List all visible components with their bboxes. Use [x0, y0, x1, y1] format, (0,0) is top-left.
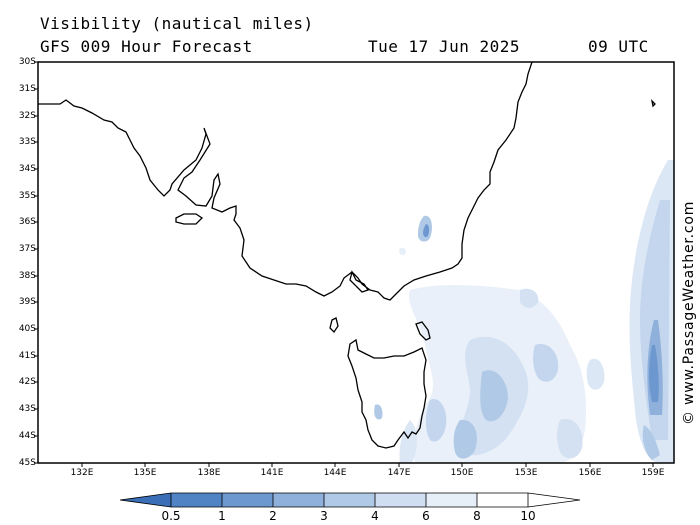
lon-label-150e: 150E: [450, 468, 474, 478]
lon-label-156e: 156E: [578, 468, 602, 478]
colorbar-segment-5: [375, 493, 426, 507]
lon-label-138e: 138E: [197, 468, 221, 478]
lat-label-44s: 44S: [18, 431, 36, 441]
lat-label-31s: 31S: [18, 84, 36, 94]
colorbar-segment-1: [171, 493, 222, 507]
lon-label-135e: 135E: [133, 468, 157, 478]
colorbar: [119, 492, 581, 508]
forecast-model: GFS 009 Hour Forecast: [40, 37, 253, 56]
forecast-date: Tue 17 Jun 2025: [368, 37, 520, 56]
lat-label-42s: 42S: [18, 377, 36, 387]
map-frame: [37, 61, 675, 464]
latitude-ticks: [34, 61, 38, 464]
forecast-time: 09 UTC: [588, 37, 649, 56]
lat-label-43s: 43S: [18, 404, 36, 414]
colorbar-segment-0: [120, 493, 171, 507]
colorbar-segment-3: [273, 493, 324, 507]
lon-label-147e: 147E: [387, 468, 411, 478]
lat-label-40s: 40S: [18, 324, 36, 334]
lat-label-41s: 41S: [18, 351, 36, 361]
lon-label-159e: 159E: [641, 468, 665, 478]
lat-label-45s: 45S: [18, 458, 36, 468]
coastline: [38, 62, 656, 449]
lat-label-30s: 30S: [18, 57, 36, 67]
lon-label-141e: 141E: [260, 468, 284, 478]
lon-label-132e: 132E: [70, 468, 94, 478]
lat-label-37s: 37S: [18, 244, 36, 254]
colorbar-segment-7: [477, 493, 528, 507]
colorbar-segment-8: [528, 493, 580, 507]
colorbar-label-6: 8: [473, 509, 481, 523]
colorbar-label-7: 10: [520, 509, 536, 523]
lat-label-32s: 32S: [18, 111, 36, 121]
lat-label-36s: 36S: [18, 217, 36, 227]
site-credit: © www.PassageWeather.com: [681, 200, 697, 425]
colorbar-label-1: 1: [218, 509, 226, 523]
colorbar-label-2: 2: [269, 509, 277, 523]
lat-label-35s: 35S: [18, 191, 36, 201]
colorbar-segment-2: [222, 493, 273, 507]
lon-label-144e: 144E: [323, 468, 347, 478]
visibility-shading: [374, 160, 674, 463]
colorbar-label-4: 4: [371, 509, 379, 523]
map-title: Visibility (nautical miles): [40, 14, 314, 33]
colorbar-segment-4: [324, 493, 375, 507]
longitude-ticks: [81, 463, 654, 467]
lat-label-34s: 34S: [18, 164, 36, 174]
lat-label-33s: 33S: [18, 137, 36, 147]
lat-label-39s: 39S: [18, 297, 36, 307]
colorbar-label-0: 0.5: [161, 509, 181, 523]
colorbar-label-3: 3: [320, 509, 328, 523]
colorbar-segment-6: [426, 493, 477, 507]
lat-label-38s: 38S: [18, 271, 36, 281]
lon-label-153e: 153E: [514, 468, 538, 478]
colorbar-label-5: 6: [422, 509, 430, 523]
